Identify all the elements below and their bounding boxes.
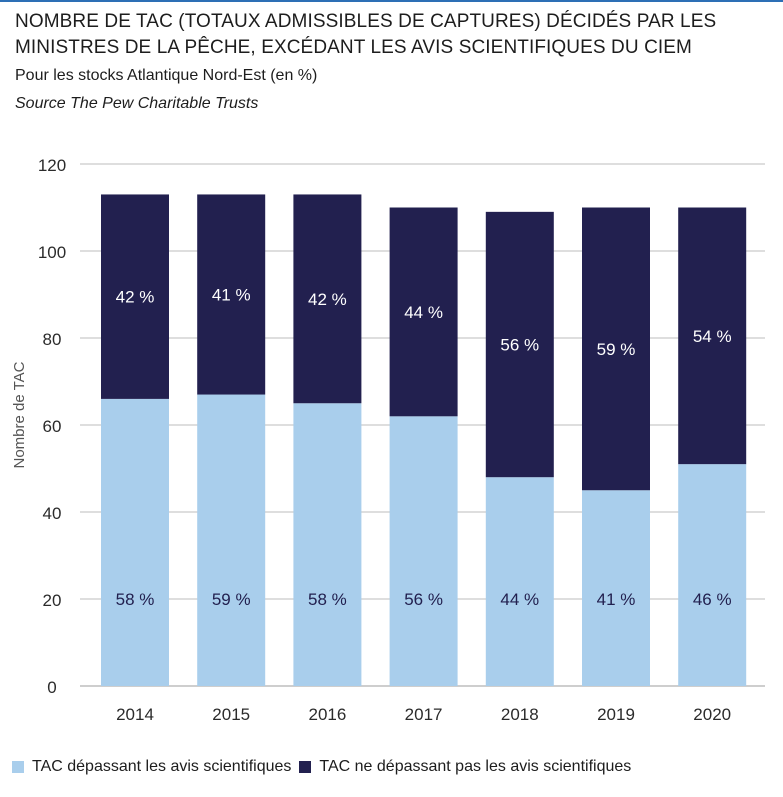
legend-item-exceeding: TAC dépassant les avis scientifiques: [12, 757, 291, 777]
data-label-not-exceeding: 42 %: [308, 290, 347, 309]
bar-segment-exceeding: [678, 464, 747, 686]
data-label-not-exceeding: 59 %: [597, 340, 636, 359]
bar-segment-exceeding: [582, 490, 650, 686]
x-tick-label: 2015: [212, 705, 250, 724]
chart-source: Source The Pew Charitable Trusts: [15, 95, 259, 112]
bar-segment-not-exceeding: [582, 207, 650, 491]
data-label-exceeding: 44 %: [500, 590, 539, 609]
bar-segment-exceeding: [389, 416, 458, 686]
x-tick-label: 2014: [116, 705, 154, 724]
data-label-not-exceeding: 56 %: [500, 336, 539, 355]
y-tick-label: 60: [43, 417, 62, 436]
legend: TAC dépassant les avis scientifiques TAC…: [12, 757, 639, 777]
bar-segment-not-exceeding: [197, 194, 266, 395]
bar-segment-not-exceeding: [678, 207, 747, 465]
chart-title: NOMBRE DE TAC (TOTAUX ADMISSIBLES DE CAP…: [15, 11, 717, 58]
y-tick-label: 20: [43, 591, 62, 610]
y-axis-title: Nombre de TAC: [11, 361, 28, 468]
data-label-exceeding: 41 %: [597, 590, 636, 609]
data-label-not-exceeding: 54 %: [693, 327, 732, 346]
bar-segment-not-exceeding: [485, 211, 554, 478]
y-tick-label: 0: [47, 678, 56, 697]
bar-segment-not-exceeding: [389, 207, 458, 417]
y-tick-label: 80: [43, 330, 62, 349]
stacked-bar-chart: 0 20 40 60 80 100 120 Nombre de TAC 58 % 42 % 2014…: [11, 156, 765, 724]
bar-segment-not-exceeding: [293, 194, 362, 404]
chart-subtitle: Pour les stocks Atlantique Nord-Est (en …: [15, 67, 318, 84]
y-tick-label: 120: [38, 156, 66, 175]
data-label-exceeding: 59 %: [212, 590, 251, 609]
y-tick-label: 40: [43, 504, 62, 523]
title-rule: [0, 0, 783, 2]
bar-segment-exceeding: [101, 398, 169, 686]
y-tick-label: 100: [38, 243, 66, 262]
data-label-exceeding: 58 %: [116, 590, 155, 609]
bar-segment-not-exceeding: [101, 194, 169, 399]
data-label-exceeding: 56 %: [404, 590, 443, 609]
legend-item-not-exceeding: TAC ne dépassant pas les avis scientifiq…: [299, 757, 631, 777]
x-tick-label: 2017: [405, 705, 443, 724]
bar-segment-exceeding: [197, 394, 266, 686]
legend-label-exceeding: TAC dépassant les avis scientifiques: [32, 758, 292, 775]
legend-swatch-exceeding: [12, 761, 24, 773]
bar-segment-exceeding: [485, 477, 554, 686]
bar-segment-exceeding: [293, 403, 362, 686]
data-label-exceeding: 58 %: [308, 590, 347, 609]
data-label-not-exceeding: 41 %: [212, 286, 251, 305]
data-label-exceeding: 46 %: [693, 590, 732, 609]
x-tick-label: 2018: [501, 705, 539, 724]
legend-swatch-not-exceeding: [299, 761, 312, 773]
data-label-not-exceeding: 42 %: [116, 288, 155, 307]
x-tick-label: 2019: [597, 705, 635, 724]
legend-label-not-exceeding: TAC ne dépassant pas les avis scientifiq…: [319, 758, 632, 775]
x-tick-label: 2016: [308, 705, 346, 724]
x-tick-label: 2020: [693, 705, 731, 724]
data-label-not-exceeding: 44 %: [404, 303, 443, 322]
